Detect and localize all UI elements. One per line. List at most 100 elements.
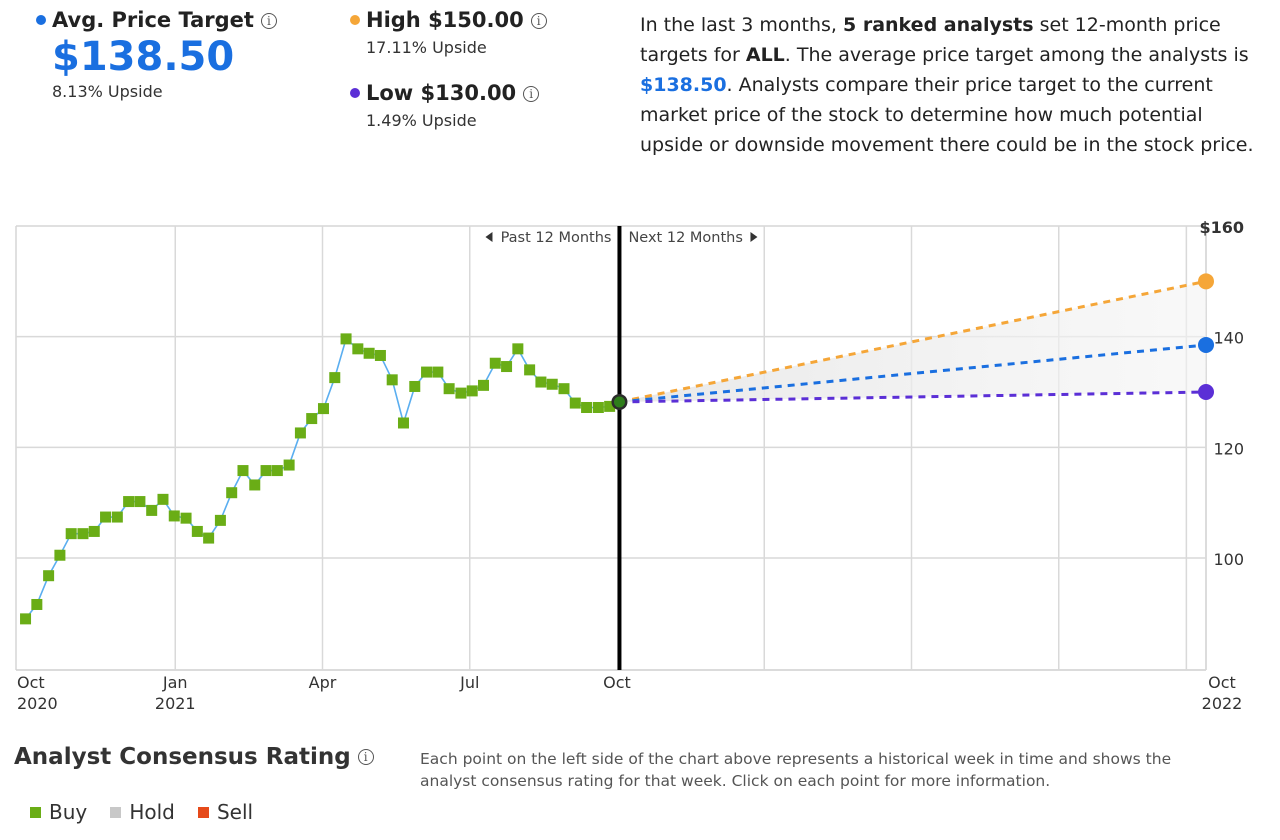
legend-sell-swatch [197, 807, 209, 818]
history-point-buy [43, 570, 55, 582]
desc-text: In the last 3 months, [640, 14, 843, 36]
history-point-buy [524, 364, 536, 376]
consensus-title: Analyst Consensus Rating [14, 744, 351, 770]
history-point-buy [146, 504, 158, 516]
history-point-buy [249, 479, 261, 491]
x-tick-label: Oct [17, 673, 45, 692]
history-point-buy [569, 397, 581, 409]
desc-avg-target: $138.50 [640, 74, 727, 96]
high-dot [350, 14, 360, 25]
next-12-months-label: Next 12 Months [628, 230, 742, 246]
history-point-buy [581, 401, 593, 413]
history-point-buy [214, 514, 226, 526]
history-point-buy [374, 349, 386, 361]
history-point-buy [306, 413, 318, 425]
history-point-buy [260, 465, 272, 477]
desc-text: . Analysts compare their price target to… [640, 74, 1254, 156]
history-point-buy [180, 512, 192, 524]
high-target-block: High $150.00 i 17.11% Upside [350, 8, 547, 57]
history-point-buy [443, 383, 455, 395]
target-line-low [619, 390, 1207, 404]
x-tick-year-label: 2021 [155, 694, 196, 713]
y-tick-label: $160 [1199, 218, 1244, 237]
target-line-high [619, 279, 1207, 404]
x-tick-label: Apr [309, 673, 337, 692]
y-tick-label: 120 [1213, 439, 1244, 458]
history-point-buy [237, 465, 249, 477]
target-point-high [1198, 273, 1214, 290]
avg-value: $138.50 [52, 34, 235, 80]
low-target-block: Low $130.00 i 1.49% Upside [350, 81, 540, 130]
legend-hold-swatch [110, 807, 122, 818]
history-point-buy [100, 511, 112, 523]
target-point-low [1198, 384, 1214, 400]
history-point-buy [432, 366, 444, 378]
history-point-buy [191, 525, 203, 537]
history-point-buy [111, 511, 123, 523]
history-point-buy [340, 333, 352, 345]
history-point-buy [329, 372, 341, 384]
desc-ticker: ALL [745, 44, 785, 66]
desc-analyst-count: 5 ranked analysts [843, 14, 1034, 36]
history-point-buy [397, 417, 409, 429]
current-price-point [613, 396, 625, 408]
low-label: Low $130.00 [366, 81, 517, 105]
history-point-buy [77, 528, 89, 540]
history-point-buy [489, 357, 501, 369]
avg-label: Avg. Price Target [52, 8, 254, 32]
history-point-buy [409, 380, 421, 392]
high-label: High $150.00 [366, 8, 524, 32]
legend-hold: Hold [110, 800, 175, 824]
avg-upside: 8.13% Upside [52, 82, 163, 101]
history-point-buy [363, 347, 375, 359]
right-arrow-icon [750, 232, 758, 242]
history-point-buy [134, 496, 146, 508]
history-point-buy [558, 383, 570, 395]
history-point-buy [317, 403, 329, 415]
x-tick-label: Jul [459, 673, 479, 692]
legend-sell-label: Sell [216, 800, 254, 824]
consensus-legend: Buy Hold Sell [30, 800, 271, 824]
info-icon[interactable]: i [357, 749, 374, 765]
history-point-buy [54, 549, 66, 561]
history-point-buy [466, 385, 478, 397]
history-point-buy [203, 532, 215, 544]
history-point-buy [123, 496, 135, 508]
history-point-buy [157, 493, 169, 505]
history-point-buy [535, 376, 547, 388]
x-tick-year-label: 2020 [17, 694, 58, 713]
history-point-buy [20, 613, 32, 625]
x-tick-label: Oct [603, 673, 631, 692]
avg-dot [36, 14, 46, 25]
history-point-buy [592, 401, 604, 413]
history-point-buy [455, 387, 467, 399]
history-point-buy [604, 400, 616, 412]
low-upside: 1.49% Upside [366, 111, 477, 130]
x-tick-label: Oct [1208, 673, 1236, 692]
history-point-buy [168, 510, 180, 522]
history-point-buy [386, 374, 398, 386]
history-point-buy [31, 598, 43, 610]
info-icon[interactable]: i [260, 13, 277, 29]
history-point-buy [546, 378, 558, 390]
info-icon[interactable]: i [523, 86, 540, 102]
legend-buy: Buy [30, 800, 87, 824]
desc-text: set 12-month price targets for [640, 14, 1221, 66]
history-point-buy [421, 366, 433, 378]
y-tick-label: 100 [1213, 550, 1244, 569]
consensus-description: Each point on the left side of the chart… [420, 750, 1172, 790]
y-tick-label: 140 [1213, 329, 1244, 348]
price-target-chart: $160 140 120 100 Oct 2020 Jan 2021 Apr Jul Oct Oct 2… [15, 218, 1244, 713]
history-point-buy [283, 459, 295, 471]
history-point-buy [226, 487, 238, 499]
legend-hold-label: Hold [129, 800, 175, 824]
past-12-months-label: Past 12 Months [501, 230, 612, 246]
x-tick-year-label: 2022 [1202, 694, 1243, 713]
info-icon[interactable]: i [530, 13, 547, 29]
history-point-buy [501, 361, 513, 373]
desc-text: . The average price target among the ana… [784, 44, 1249, 66]
history-point-buy [477, 379, 489, 391]
history-point-buy [65, 528, 77, 540]
legend-buy-swatch [30, 807, 41, 818]
consensus-title-block: Analyst Consensus Rating i [14, 744, 374, 770]
